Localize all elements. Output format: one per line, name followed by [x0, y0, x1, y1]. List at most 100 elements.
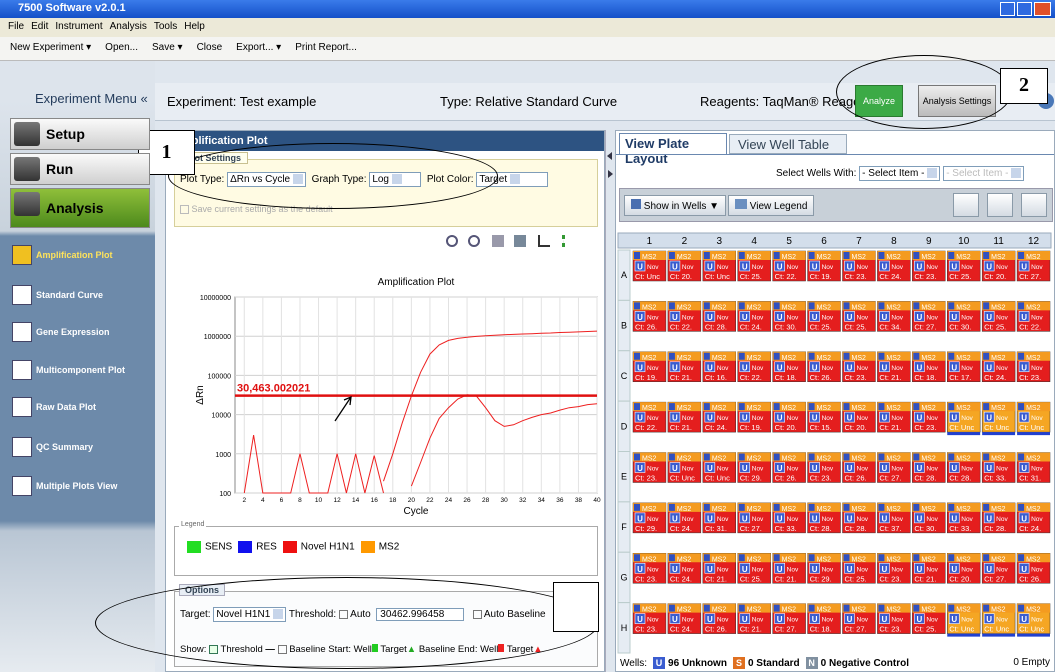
- menu-entry[interactable]: QC Summary: [12, 437, 152, 459]
- menu-entry[interactable]: Multiple Plots View: [12, 476, 152, 498]
- menu-item[interactable]: Instrument: [55, 21, 103, 32]
- tool-button[interactable]: [953, 193, 979, 217]
- toolbar-button[interactable]: Save ▾: [151, 42, 183, 53]
- tool-button[interactable]: [987, 193, 1013, 217]
- menu-entry[interactable]: Gene Expression: [12, 322, 152, 344]
- section-button[interactable]: Analysis: [10, 188, 150, 228]
- select[interactable]: - Select Item -: [859, 166, 941, 181]
- select[interactable]: - Select Item -: [943, 166, 1025, 181]
- menu-entry[interactable]: Multicomponent Plot: [12, 360, 152, 382]
- toolbar-button[interactable]: Print Report...: [295, 42, 357, 53]
- tab[interactable]: View Well Table: [729, 134, 847, 154]
- save-default-checkbox[interactable]: Save current settings as the default: [191, 204, 333, 214]
- section-button[interactable]: Setup: [10, 118, 150, 150]
- menu-item[interactable]: Analysis: [109, 21, 147, 32]
- tab[interactable]: View Plate Layout: [619, 133, 727, 166]
- section-button[interactable]: Run: [10, 153, 150, 185]
- view-legend-button[interactable]: View Legend: [728, 195, 815, 216]
- plot-tools[interactable]: [446, 235, 591, 249]
- toolbar-button[interactable]: New Experiment ▾: [10, 42, 92, 53]
- menu-entry[interactable]: Standard Curve: [12, 285, 152, 307]
- toolbar-button[interactable]: Export... ▾: [236, 42, 282, 53]
- menu-item[interactable]: File: [8, 21, 25, 32]
- window-controls[interactable]: [1000, 2, 1052, 16]
- splitter[interactable]: [605, 130, 615, 672]
